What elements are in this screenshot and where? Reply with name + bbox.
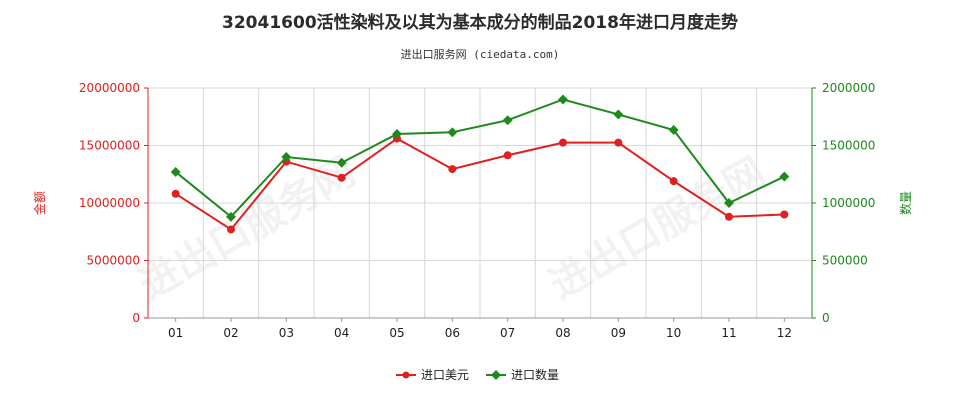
- data-point-usd[interactable]: [725, 212, 733, 221]
- right-tick-label: 2000000: [822, 81, 875, 95]
- x-tick-label: 10: [666, 326, 681, 340]
- x-tick-label: 02: [223, 326, 238, 340]
- series-layer: [170, 94, 790, 234]
- x-tick-label: 01: [168, 326, 183, 340]
- data-point-usd[interactable]: [337, 173, 346, 182]
- left-axis-title: 金额: [32, 191, 47, 215]
- x-axis-ticks: 01 02 03 04 05 06 07 08 09 10 11 12: [168, 318, 792, 340]
- x-tick-label: 07: [500, 326, 515, 340]
- data-point-quantity[interactable]: [392, 129, 402, 139]
- data-point-quantity[interactable]: [613, 109, 624, 120]
- grid: [147, 87, 813, 319]
- x-tick-label: 08: [555, 326, 570, 340]
- data-point-quantity[interactable]: [779, 171, 790, 182]
- data-point-quantity[interactable]: [558, 94, 568, 105]
- series-line-usd: [175, 137, 785, 231]
- data-point-quantity[interactable]: [226, 211, 236, 222]
- left-axis-ticks: 0 5000000 10000000 15000000 20000000: [79, 81, 148, 325]
- right-axis-title: 数量: [898, 191, 913, 215]
- data-point-quantity[interactable]: [447, 127, 458, 138]
- legend: 进口美元 进口数量: [396, 367, 559, 382]
- data-point-quantity[interactable]: [668, 125, 679, 135]
- legend-label-quantity: 进口数量: [511, 367, 559, 382]
- right-axis-ticks: 0 500000 1000000 1500000 2000000: [812, 81, 875, 325]
- data-point-usd[interactable]: [614, 138, 623, 147]
- legend-item-quantity[interactable]: 进口数量: [486, 367, 559, 382]
- series-usd: [171, 134, 789, 234]
- data-point-quantity[interactable]: [336, 157, 347, 168]
- right-tick-label: 500000: [822, 254, 868, 268]
- left-tick-label: 5000000: [87, 254, 140, 268]
- chart-subtitle: 进出口服务网 (ciedata.com): [401, 47, 560, 61]
- x-tick-label: 03: [279, 326, 294, 340]
- x-tick-label: 05: [389, 326, 404, 340]
- right-tick-label: 0: [822, 311, 830, 325]
- watermark-text: 进出口服务网: [542, 149, 773, 309]
- data-point-usd[interactable]: [503, 151, 512, 160]
- data-point-quantity[interactable]: [502, 115, 513, 126]
- data-point-usd[interactable]: [669, 177, 678, 186]
- data-point-quantity[interactable]: [281, 152, 292, 162]
- right-tick-label: 1000000: [822, 196, 875, 210]
- data-point-usd[interactable]: [559, 138, 567, 147]
- data-point-usd[interactable]: [448, 165, 457, 174]
- data-point-usd[interactable]: [780, 210, 789, 219]
- left-tick-label: 15000000: [79, 139, 140, 153]
- left-tick-label: 0: [132, 311, 140, 325]
- data-point-quantity[interactable]: [724, 198, 734, 208]
- left-tick-label: 10000000: [79, 196, 140, 210]
- legend-label-usd: 进口美元: [421, 368, 469, 382]
- data-point-usd[interactable]: [227, 225, 235, 234]
- left-tick-label: 20000000: [79, 81, 140, 95]
- chart-title: 32041600活性染料及以其为基本成分的制品2018年进口月度走势: [222, 12, 738, 33]
- right-tick-label: 1500000: [822, 139, 875, 153]
- legend-marker-quantity: [491, 370, 501, 380]
- legend-marker-usd: [402, 371, 410, 379]
- x-tick-label: 09: [611, 326, 626, 340]
- x-tick-label: 04: [334, 326, 349, 340]
- x-tick-label: 12: [777, 326, 792, 340]
- x-tick-label: 06: [445, 326, 460, 340]
- x-tick-label: 11: [721, 326, 736, 340]
- series-quantity: [170, 94, 790, 222]
- data-point-quantity[interactable]: [170, 167, 181, 177]
- legend-item-usd[interactable]: 进口美元: [396, 368, 469, 382]
- series-line-quantity: [175, 98, 785, 219]
- data-point-usd[interactable]: [171, 189, 180, 198]
